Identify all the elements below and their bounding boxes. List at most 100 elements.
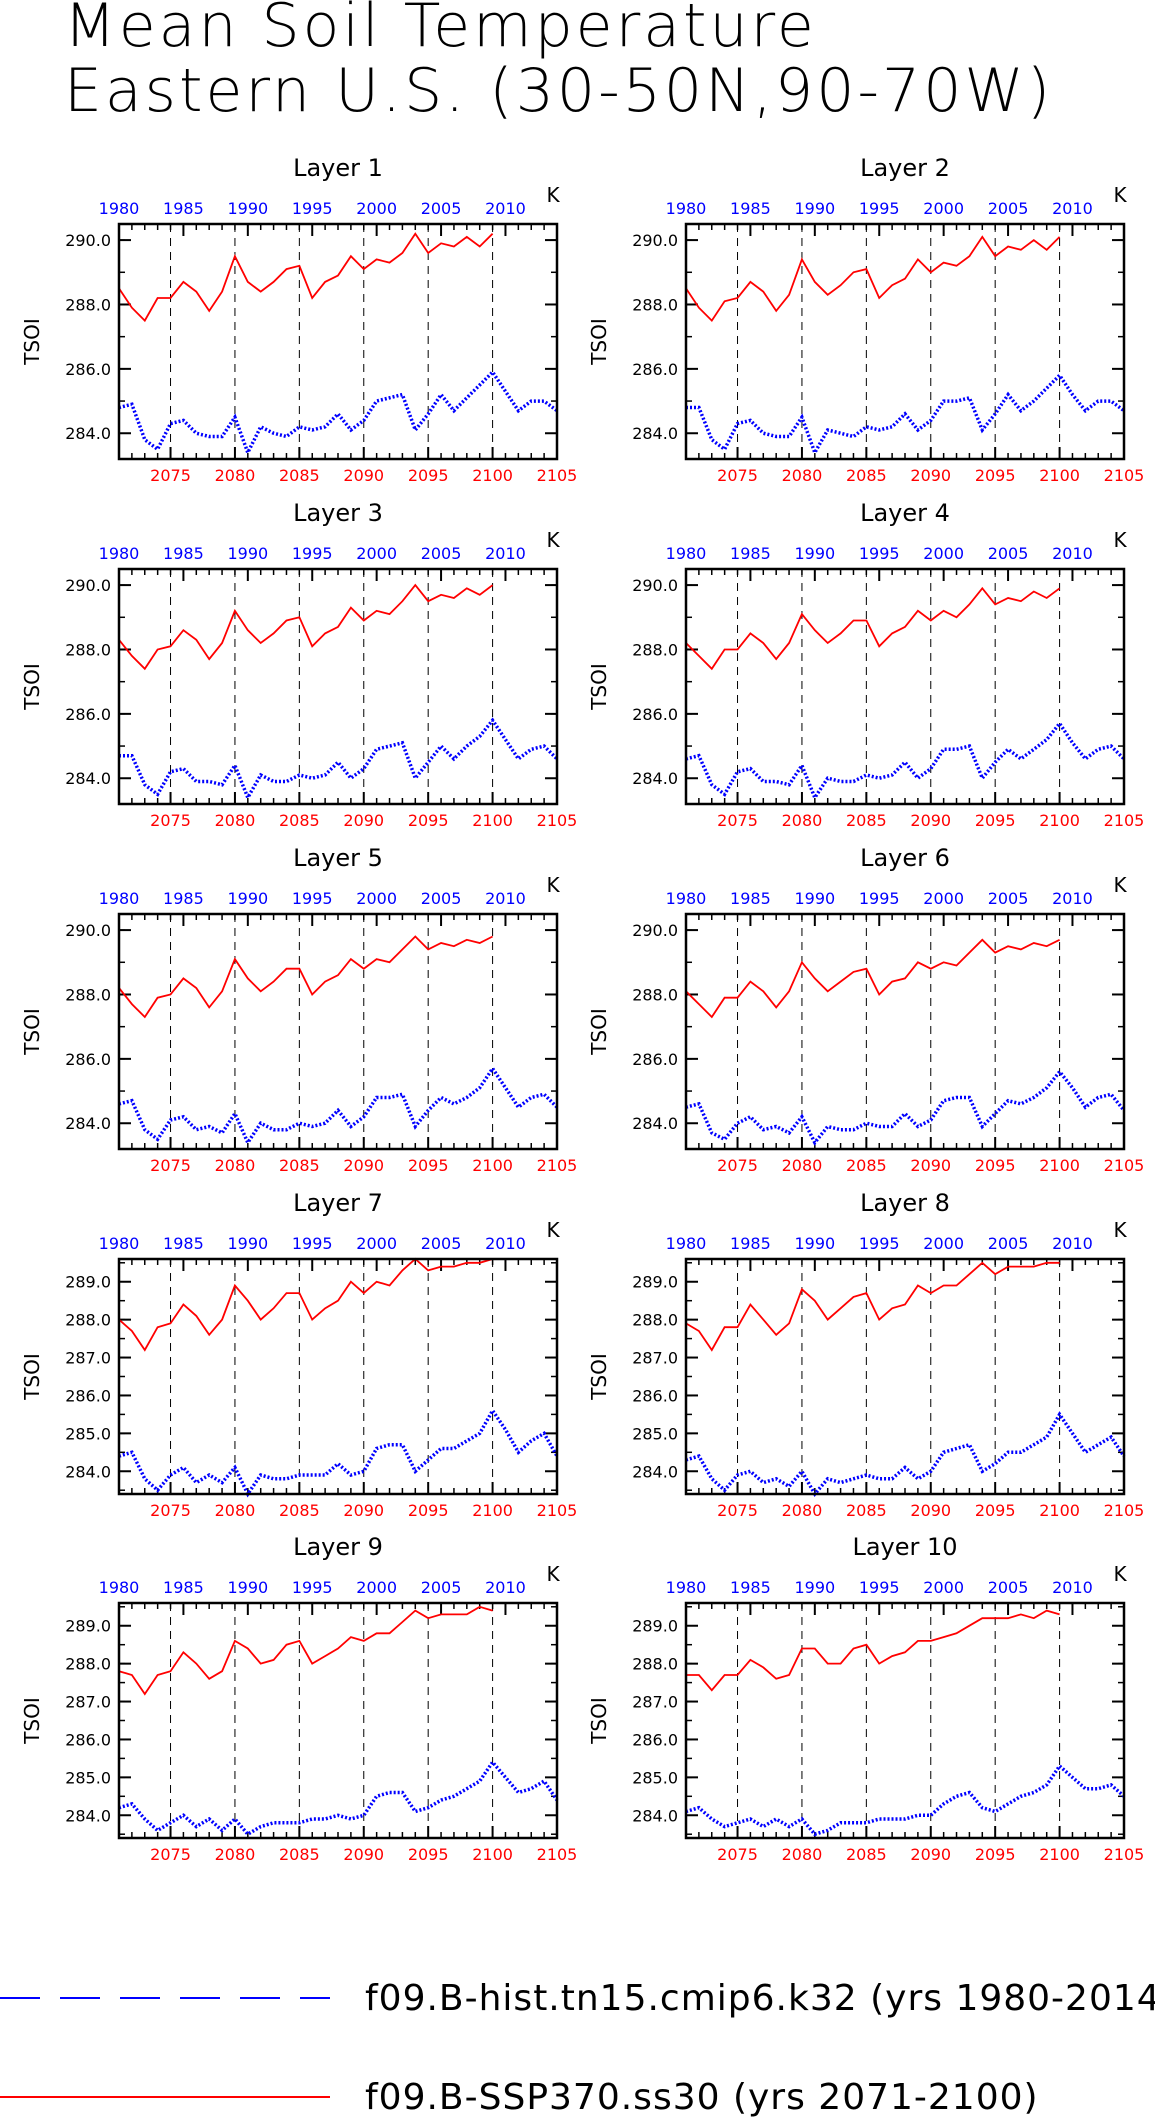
y-axis-label: TSOI bbox=[20, 318, 44, 366]
x-tick-label-top: 1985 bbox=[163, 544, 204, 563]
panel-layer-9: Layer 9 K TSOI 284.0 285.0 286.0 287.0 288.0 289… bbox=[20, 1533, 577, 1864]
x-tick-label-bottom: 2095 bbox=[975, 466, 1016, 485]
x-tick-label-bottom: 2080 bbox=[782, 1501, 823, 1520]
x-tick-label-bottom: 2105 bbox=[537, 1156, 578, 1175]
y-tick-label: 284.0 bbox=[65, 1462, 111, 1481]
series-line-ssp370 bbox=[685, 1261, 1060, 1352]
x-tick-label-bottom: 2100 bbox=[1039, 811, 1080, 830]
x-tick-label-bottom: 2100 bbox=[1039, 1501, 1080, 1520]
x-tick-label-bottom: 2085 bbox=[279, 1845, 320, 1864]
x-tick-label-top: 2000 bbox=[923, 1234, 964, 1253]
y-tick-label: 284.0 bbox=[65, 1806, 111, 1825]
plot-frame bbox=[684, 222, 1126, 461]
y-tick-label: 285.0 bbox=[632, 1768, 678, 1787]
x-tick-label-bottom: 2100 bbox=[1039, 1845, 1080, 1864]
x-tick-label-top: 1995 bbox=[859, 199, 900, 218]
panel-title: Layer 10 bbox=[852, 1533, 957, 1561]
plot-frame bbox=[117, 567, 559, 806]
x-tick-label-top: 2005 bbox=[988, 889, 1029, 908]
x-tick-label-bottom: 2075 bbox=[717, 1156, 758, 1175]
y-tick-label: 284.0 bbox=[632, 424, 678, 443]
x-tick-label-bottom: 2075 bbox=[150, 811, 191, 830]
x-tick-label-top: 1985 bbox=[163, 889, 204, 908]
x-tick-label-bottom: 2080 bbox=[215, 466, 256, 485]
units-label: K bbox=[546, 183, 560, 207]
y-tick-label: 284.0 bbox=[65, 1114, 111, 1133]
x-tick-label-bottom: 2105 bbox=[1104, 466, 1145, 485]
panel-title: Layer 9 bbox=[293, 1533, 383, 1561]
series-line-ssp370 bbox=[685, 235, 1061, 323]
x-tick-label-top: 2005 bbox=[421, 199, 462, 218]
x-tick-label-top: 2000 bbox=[923, 544, 964, 563]
x-tick-label-bottom: 2085 bbox=[846, 1156, 887, 1175]
x-tick-label-bottom: 2085 bbox=[279, 1156, 320, 1175]
x-tick-label-top: 1990 bbox=[794, 544, 835, 563]
y-tick-label: 289.0 bbox=[65, 1273, 111, 1292]
x-tick-label-bottom: 2080 bbox=[215, 1845, 256, 1864]
x-tick-label-bottom: 2095 bbox=[975, 1501, 1016, 1520]
y-tick-label: 290.0 bbox=[632, 921, 678, 940]
x-tick-label-bottom: 2095 bbox=[408, 466, 449, 485]
x-tick-label-top: 1995 bbox=[859, 889, 900, 908]
x-tick-label-top: 1990 bbox=[227, 1234, 268, 1253]
panel-layer-4: Layer 4 K TSOI 284.0 286.0 288.0 290.0 2075 2080… bbox=[587, 499, 1144, 830]
x-tick-label-bottom: 2095 bbox=[975, 811, 1016, 830]
panel-layer-6: Layer 6 K TSOI 284.0 286.0 288.0 290.0 2075 2080… bbox=[587, 844, 1144, 1175]
x-tick-label-top: 2010 bbox=[1052, 1578, 1093, 1597]
x-tick-label-top: 1985 bbox=[730, 1578, 771, 1597]
y-tick-label: 286.0 bbox=[65, 1386, 111, 1405]
units-label: K bbox=[1113, 528, 1127, 552]
x-tick-label-top: 2005 bbox=[421, 544, 462, 563]
x-tick-label-top: 2010 bbox=[1052, 199, 1093, 218]
x-tick-label-bottom: 2085 bbox=[279, 1501, 320, 1520]
y-tick-label: 286.0 bbox=[65, 1050, 111, 1069]
units-label: K bbox=[1113, 1562, 1127, 1586]
plot-frame bbox=[117, 912, 559, 1151]
y-tick-label: 284.0 bbox=[632, 1806, 678, 1825]
x-tick-label-bottom: 2080 bbox=[215, 1156, 256, 1175]
x-tick-label-top: 2000 bbox=[356, 1578, 397, 1597]
x-tick-label-bottom: 2100 bbox=[472, 466, 513, 485]
y-tick-label: 286.0 bbox=[632, 1386, 678, 1405]
x-tick-label-bottom: 2095 bbox=[975, 1156, 1016, 1175]
series-line-hist bbox=[685, 1411, 1126, 1498]
y-tick-label: 290.0 bbox=[632, 576, 678, 595]
plot-frame bbox=[684, 912, 1126, 1151]
x-tick-label-top: 1990 bbox=[227, 1578, 268, 1597]
x-tick-label-bottom: 2085 bbox=[846, 811, 887, 830]
series-line-ssp370 bbox=[686, 1609, 1060, 1692]
x-tick-label-top: 1990 bbox=[794, 1578, 835, 1597]
series-line-ssp370 bbox=[118, 935, 494, 1019]
x-tick-label-top: 2005 bbox=[421, 1234, 462, 1253]
y-axis-label: TSOI bbox=[20, 1353, 44, 1401]
y-tick-label: 289.0 bbox=[65, 1617, 111, 1636]
x-tick-label-top: 2000 bbox=[356, 1234, 397, 1253]
x-tick-label-bottom: 2075 bbox=[717, 1845, 758, 1864]
y-tick-label: 284.0 bbox=[632, 769, 678, 788]
y-tick-label: 290.0 bbox=[65, 231, 111, 250]
units-label: K bbox=[546, 1218, 560, 1242]
y-tick-label: 288.0 bbox=[632, 985, 678, 1004]
units-label: K bbox=[1113, 1218, 1127, 1242]
x-tick-label-top: 2000 bbox=[356, 199, 397, 218]
y-axis-label: TSOI bbox=[587, 663, 611, 711]
x-tick-label-bottom: 2100 bbox=[472, 1845, 513, 1864]
x-tick-label-bottom: 2090 bbox=[343, 1156, 384, 1175]
x-tick-label-bottom: 2105 bbox=[1104, 1845, 1145, 1864]
series-line-hist bbox=[685, 1763, 1126, 1837]
y-axis-label: TSOI bbox=[587, 1008, 611, 1056]
x-tick-label-bottom: 2075 bbox=[717, 811, 758, 830]
x-tick-label-bottom: 2080 bbox=[782, 811, 823, 830]
panel-layer-2: Layer 2 K TSOI 284.0 286.0 288.0 290.0 2075 2080… bbox=[587, 154, 1144, 485]
y-tick-label: 288.0 bbox=[65, 1311, 111, 1330]
x-tick-label-top: 2005 bbox=[988, 199, 1029, 218]
y-tick-label: 286.0 bbox=[632, 1730, 678, 1749]
x-tick-label-top: 1995 bbox=[292, 544, 333, 563]
x-tick-label-bottom: 2090 bbox=[910, 1156, 951, 1175]
x-tick-label-top: 2005 bbox=[421, 889, 462, 908]
x-tick-label-bottom: 2090 bbox=[343, 811, 384, 830]
y-tick-label: 290.0 bbox=[632, 231, 678, 250]
series-line-ssp370 bbox=[118, 1605, 493, 1696]
y-tick-label: 288.0 bbox=[65, 1655, 111, 1674]
panel-title: Layer 8 bbox=[860, 1189, 950, 1217]
